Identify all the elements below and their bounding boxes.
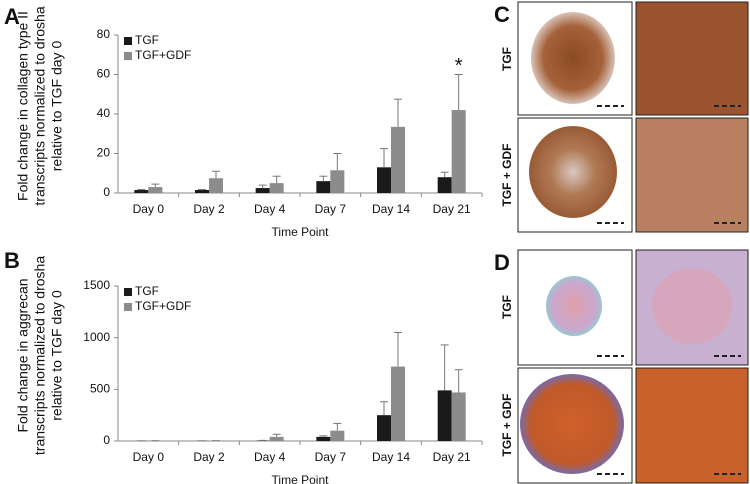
y-tick-label: 80	[97, 27, 111, 41]
bar	[209, 178, 223, 193]
bar	[148, 187, 163, 193]
bar	[391, 126, 405, 193]
y-axis-label: Fold change in collagen type II	[15, 11, 31, 201]
legend-label: TGF	[135, 33, 159, 47]
legend-swatch	[124, 52, 132, 60]
y-tick-label: 0	[103, 185, 110, 199]
panel-label: A	[4, 4, 20, 29]
y-tick-label: 1500	[83, 278, 110, 292]
row-label: TGF	[500, 47, 514, 71]
x-tick-label: Day 0	[133, 450, 165, 464]
panel-label: D	[494, 250, 510, 275]
x-axis-label: Time Point	[272, 225, 330, 239]
image-frame	[635, 1, 749, 116]
x-tick-label: Day 7	[315, 450, 347, 464]
y-axis-label: transcripts normalized to drosha	[32, 6, 48, 205]
y-axis-label: transcripts normalized to drosha	[32, 256, 48, 455]
bar	[451, 110, 466, 193]
row-label: TGF + GDF	[500, 144, 514, 207]
bar	[391, 366, 405, 441]
bar	[316, 181, 331, 193]
x-tick-label: Day 7	[315, 202, 347, 216]
y-axis-label: Fold change in aggrecan	[15, 278, 31, 432]
x-tick-label: Day 14	[372, 202, 410, 216]
x-tick-label: Day 21	[433, 450, 471, 464]
bar	[330, 170, 345, 193]
bar	[269, 183, 284, 193]
legend-swatch	[124, 37, 132, 45]
x-tick-label: Day 14	[372, 450, 410, 464]
bar	[437, 390, 452, 441]
tissue	[520, 374, 624, 474]
bar	[451, 392, 466, 441]
histology-images	[517, 1, 749, 484]
y-tick-label: 500	[90, 382, 110, 396]
bar	[377, 167, 391, 193]
bar	[134, 190, 149, 193]
y-tick-label: 0	[103, 433, 110, 447]
y-tick-label: 60	[97, 67, 111, 81]
y-tick-label: 20	[97, 146, 111, 160]
image-frame	[635, 117, 749, 233]
annotation: *	[455, 55, 463, 77]
legend-label: TGF+GDF	[135, 48, 191, 62]
bar	[330, 430, 345, 441]
x-tick-label: Day 4	[254, 450, 286, 464]
bar	[316, 436, 331, 441]
tissue	[652, 268, 732, 344]
panel-label: B	[4, 248, 20, 273]
legend-label: TGF+GDF	[135, 299, 191, 313]
panel-label: C	[494, 2, 510, 27]
tissue	[531, 12, 615, 104]
image-frame	[635, 367, 749, 484]
y-tick-label: 1000	[83, 330, 110, 344]
bar	[377, 415, 391, 441]
row-label: TGF + GDF	[500, 394, 514, 457]
bar	[437, 177, 452, 193]
row-label: TGF	[500, 295, 514, 319]
x-tick-label: Day 21	[433, 202, 471, 216]
x-tick-label: Day 2	[193, 450, 225, 464]
legend-label: TGF	[135, 284, 159, 298]
x-tick-label: Day 4	[254, 202, 286, 216]
bar	[195, 190, 209, 193]
bar	[255, 188, 270, 193]
y-axis-label: relative to TGF day 0	[49, 290, 65, 421]
tissue	[546, 276, 602, 336]
y-axis-label: relative to TGF day 0	[49, 41, 65, 172]
legend-swatch	[124, 303, 132, 311]
x-tick-label: Day 0	[133, 202, 165, 216]
tissue	[529, 126, 617, 218]
x-tick-label: Day 2	[193, 202, 225, 216]
scale-bars	[597, 105, 741, 475]
legend-swatch	[124, 288, 132, 296]
x-axis-label: Time Point	[272, 473, 330, 484]
y-tick-label: 40	[97, 106, 111, 120]
bar	[269, 436, 284, 441]
